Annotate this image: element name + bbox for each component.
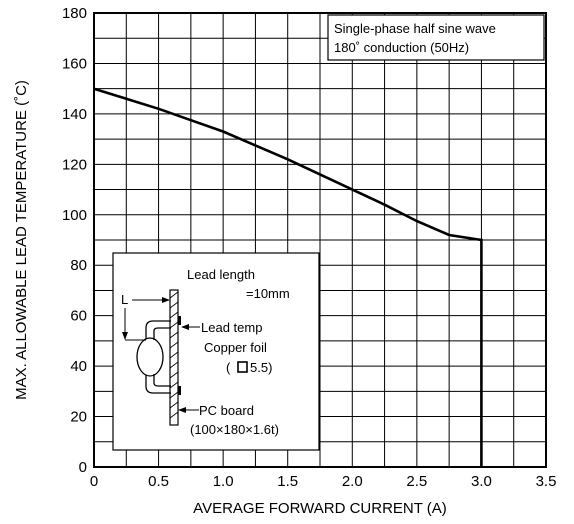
diode-lead-bottom-inner: [153, 374, 171, 387]
x-axis-label: AVERAGE FORWARD CURRENT (A): [193, 500, 447, 517]
x-tick-label: 3.0: [471, 473, 492, 490]
diode-body: [136, 337, 164, 377]
y-tick-label: 20: [70, 409, 87, 426]
l-dimension-arrow: [122, 332, 128, 340]
y-tick-label: 40: [70, 358, 87, 375]
condition-note-box: [327, 14, 545, 61]
lead-temp-arrow-head: [181, 324, 189, 330]
condition-note-line-1: Single-phase half sine wave: [334, 21, 496, 36]
diode-lead-top: [145, 320, 171, 339]
x-tick-label: 2.0: [342, 473, 363, 490]
inset-lead-length-line-1: Lead length: [187, 267, 255, 282]
y-tick-label: 120: [62, 156, 87, 173]
inset-copper-foil: Copper foil: [204, 340, 267, 355]
diode-lead-bottom: [145, 375, 171, 394]
inset-pc-board: PC board: [199, 403, 254, 418]
y-tick-label: 60: [70, 308, 87, 325]
inset-lead-temp: Lead temp: [201, 320, 262, 335]
copper-foil-bottom: [178, 386, 181, 395]
inset-diagram: Lead length =10mm L: [112, 252, 320, 451]
condition-note: Single-phase half sine wave 180˚ conduct…: [327, 14, 545, 61]
plot-area-frame: [93, 12, 547, 468]
x-tick-label: 0: [90, 473, 98, 490]
x-tick-labels: 0 0.5 1.0 1.5 2.0 2.5 3.0 3.5: [90, 473, 557, 490]
pc-board-hatching: [169, 291, 179, 419]
diode-lead-top-inner: [153, 327, 171, 340]
inset-foil-size-value: 5.5): [250, 360, 272, 375]
x-tick-label: 3.5: [536, 473, 557, 490]
grid: [94, 13, 546, 467]
y-tick-label: 180: [62, 5, 87, 22]
y-tick-label: 140: [62, 106, 87, 123]
inset-foil-size-open: (: [226, 360, 231, 375]
x-tick-label: 1.0: [213, 473, 234, 490]
y-tick-labels: 0 20 40 60 80 100 120 140 160 180: [62, 5, 87, 476]
y-tick-label: 160: [62, 55, 87, 72]
pc-board-arrow-head: [178, 407, 186, 413]
x-tick-label: 2.5: [406, 473, 427, 490]
x-tick-label: 1.5: [277, 473, 298, 490]
inset-lead-length-line-2: =10mm: [246, 286, 290, 301]
y-tick-label: 100: [62, 207, 87, 224]
series-line: [93, 87, 483, 467]
condition-note-line-2: 180˚ conduction (50Hz): [334, 40, 469, 55]
y-tick-label: 80: [70, 257, 87, 274]
inset-l-marker: L: [121, 292, 128, 307]
inset-pc-board-size: (100×180×1.6t): [190, 422, 279, 437]
l-arrow-head: [162, 297, 170, 303]
copper-foil-top: [178, 316, 181, 325]
y-axis-label: MAX. ALLOWABLE LEAD TEMPERATURE (˚C): [13, 80, 30, 400]
square-symbol-icon: [237, 361, 248, 373]
x-tick-label: 0.5: [148, 473, 169, 490]
y-tick-label: 0: [79, 459, 87, 476]
